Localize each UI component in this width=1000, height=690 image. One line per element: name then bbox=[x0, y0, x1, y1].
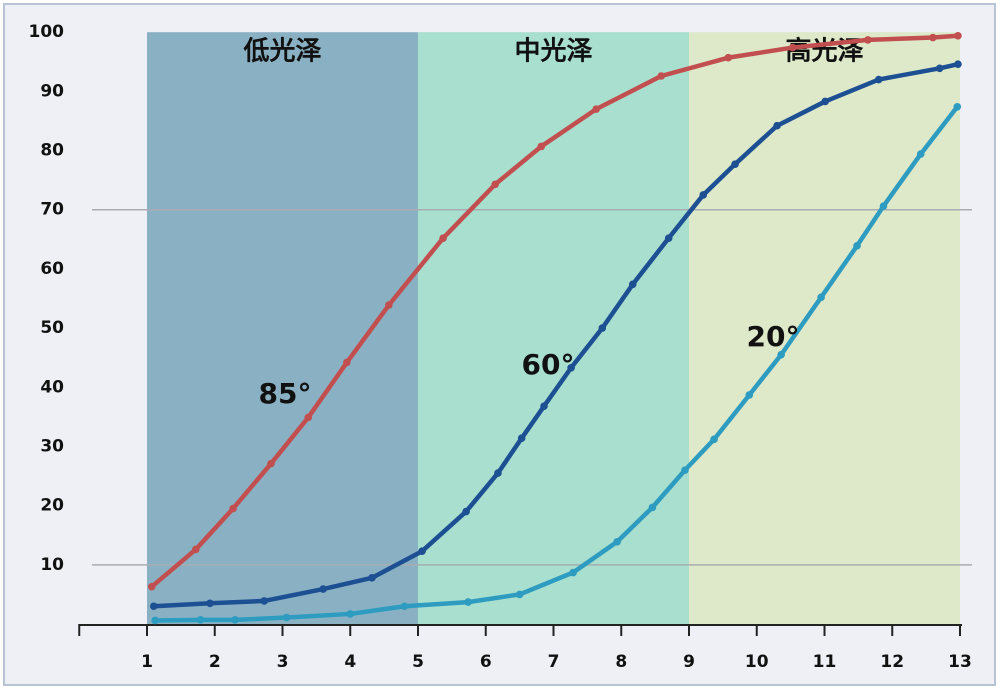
y-tick-label: 90 bbox=[40, 81, 64, 101]
point bbox=[817, 293, 825, 302]
point bbox=[517, 434, 526, 442]
point bbox=[464, 598, 472, 606]
point bbox=[540, 402, 548, 411]
point bbox=[628, 280, 637, 289]
point bbox=[319, 585, 327, 593]
point bbox=[385, 301, 393, 309]
series-label: 85° bbox=[259, 377, 312, 410]
point bbox=[657, 72, 666, 80]
point bbox=[681, 466, 689, 474]
x-tick-label: 9 bbox=[683, 652, 695, 672]
point bbox=[149, 602, 158, 611]
point bbox=[439, 234, 447, 242]
point bbox=[613, 537, 621, 546]
x-tick-label: 6 bbox=[480, 652, 492, 672]
point bbox=[569, 568, 577, 577]
region bbox=[689, 32, 960, 624]
point bbox=[788, 43, 797, 52]
x-tick-label: 3 bbox=[277, 652, 289, 672]
y-tick-label: 100 bbox=[29, 22, 65, 42]
point bbox=[196, 616, 205, 624]
region bbox=[418, 32, 689, 624]
point bbox=[491, 180, 500, 189]
point bbox=[191, 545, 200, 554]
y-tick-label: 80 bbox=[40, 141, 64, 161]
y-tick-label: 20 bbox=[40, 496, 64, 516]
point bbox=[206, 599, 214, 608]
y-tick-label: 50 bbox=[40, 318, 64, 338]
x-tick-label: 2 bbox=[209, 652, 221, 672]
region-label: 中光泽 bbox=[514, 37, 592, 67]
point bbox=[864, 36, 872, 44]
x-tick-label: 4 bbox=[344, 652, 356, 672]
point bbox=[773, 121, 781, 130]
point bbox=[777, 350, 785, 359]
point bbox=[664, 234, 673, 242]
y-tick-label: 30 bbox=[40, 436, 64, 456]
point bbox=[515, 590, 524, 599]
y-tick-label: 70 bbox=[40, 200, 64, 220]
point bbox=[418, 547, 426, 556]
point bbox=[229, 504, 237, 513]
x-tick-label: 10 bbox=[745, 652, 769, 672]
point bbox=[745, 391, 754, 399]
point bbox=[282, 613, 291, 622]
series-line bbox=[155, 105, 960, 623]
x-tick-label: 7 bbox=[548, 652, 560, 672]
point bbox=[494, 469, 502, 477]
x-tick-label: 12 bbox=[880, 652, 904, 672]
point bbox=[231, 616, 239, 624]
point bbox=[874, 75, 883, 84]
x-tick-label: 11 bbox=[813, 652, 837, 672]
y-tick-label: 60 bbox=[40, 259, 64, 279]
point bbox=[400, 602, 409, 611]
series-label: 20° bbox=[747, 320, 800, 353]
point bbox=[462, 507, 470, 516]
point bbox=[304, 413, 313, 422]
x-tick-label: 13 bbox=[948, 652, 972, 672]
y-tick-label: 40 bbox=[40, 377, 64, 397]
y-tick-label: 10 bbox=[40, 555, 64, 575]
point bbox=[537, 142, 546, 151]
x-tick-label: 8 bbox=[615, 652, 627, 672]
point bbox=[954, 31, 962, 40]
series-label: 60° bbox=[522, 348, 575, 381]
point bbox=[267, 459, 275, 468]
point bbox=[147, 582, 156, 591]
point bbox=[935, 64, 944, 73]
x-tick-label: 5 bbox=[412, 652, 424, 672]
x-tick-label: 1 bbox=[141, 652, 153, 672]
region bbox=[147, 32, 418, 624]
point bbox=[343, 358, 351, 367]
point bbox=[929, 33, 937, 42]
point bbox=[916, 150, 925, 158]
point bbox=[598, 324, 607, 332]
point bbox=[953, 102, 962, 111]
point bbox=[151, 616, 159, 625]
region-label: 低光泽 bbox=[242, 37, 321, 67]
point bbox=[260, 597, 269, 605]
point bbox=[346, 610, 355, 618]
point bbox=[368, 574, 376, 582]
point bbox=[724, 53, 733, 62]
point bbox=[954, 60, 962, 68]
point bbox=[853, 242, 861, 250]
point bbox=[592, 105, 600, 113]
point bbox=[648, 503, 657, 512]
point bbox=[699, 191, 708, 199]
point bbox=[567, 363, 575, 372]
point bbox=[731, 160, 739, 168]
point bbox=[710, 435, 718, 444]
point bbox=[821, 97, 829, 106]
point bbox=[879, 202, 888, 210]
